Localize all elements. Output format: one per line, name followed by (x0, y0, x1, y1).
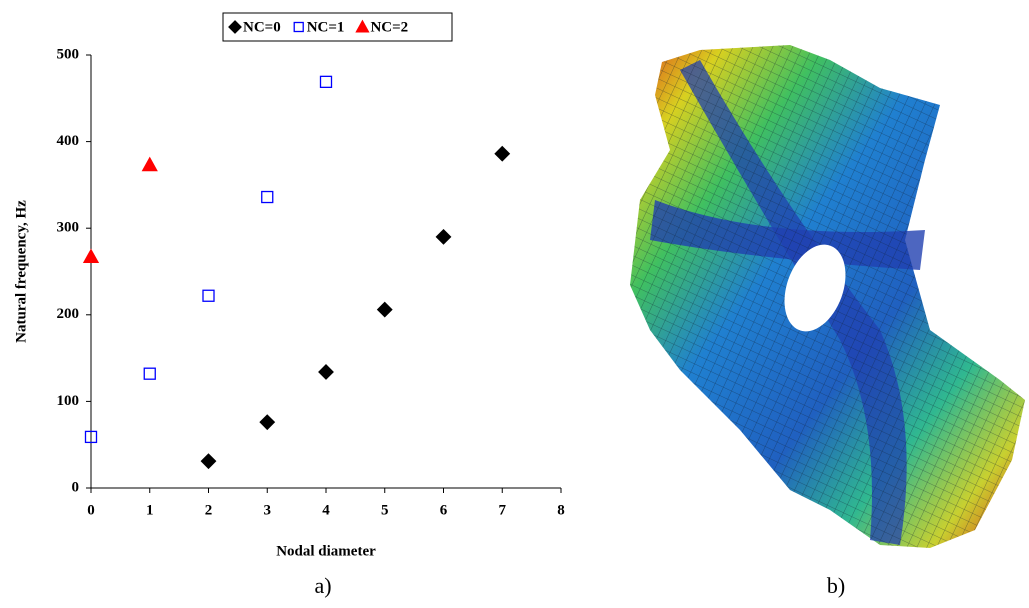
diamond-point (435, 228, 452, 245)
y-axis-label: Natural frequency, Hz (13, 200, 29, 343)
x-tick-label: 2 (205, 502, 213, 518)
square-point (84, 430, 98, 444)
y-tick-label: 100 (57, 393, 80, 409)
x-tick-label: 8 (557, 502, 565, 518)
square-point (143, 367, 156, 380)
square-point (261, 190, 274, 204)
square-point (293, 21, 304, 33)
caption: b) (827, 573, 845, 598)
y-tick-label: 200 (57, 306, 80, 322)
triangle-point (82, 248, 100, 264)
diamond-point (494, 145, 511, 162)
x-tick-label: 7 (499, 502, 507, 518)
legend-label: NC=2 (370, 19, 408, 35)
x-tick-label: 4 (322, 502, 330, 518)
diamond-point (259, 414, 276, 431)
triangle-point (355, 19, 370, 33)
y-tick-label: 0 (72, 479, 80, 495)
mode-shape-image (630, 45, 1025, 548)
diamond-point (376, 301, 393, 318)
triangle-point (141, 156, 158, 172)
y-tick-label: 300 (57, 220, 80, 236)
legend-box (222, 12, 453, 42)
square-point (202, 289, 215, 302)
diamond-point (318, 364, 334, 380)
x-tick-label: 1 (146, 502, 154, 518)
diamond-point (200, 453, 217, 470)
x-tick-label: 0 (87, 502, 95, 518)
y-tick-label: 400 (57, 133, 80, 149)
caption: a) (314, 573, 331, 598)
x-tick-label: 5 (381, 502, 389, 518)
legend-label: NC=1 (307, 19, 345, 35)
x-axis-label: Nodal diameter (276, 543, 376, 559)
x-tick-label: 3 (264, 502, 272, 518)
y-tick-label: 500 (57, 46, 80, 62)
x-tick-label: 6 (440, 502, 448, 518)
legend-label: NC=0 (243, 19, 281, 35)
square-point (319, 75, 333, 88)
diamond-point (228, 20, 242, 34)
